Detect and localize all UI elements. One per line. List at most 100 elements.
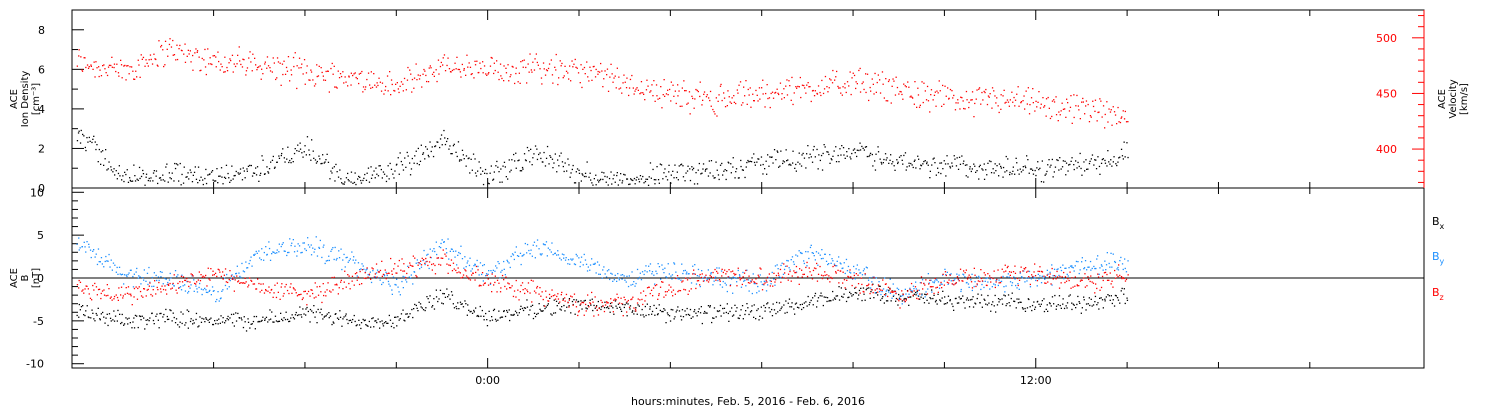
bz-point xyxy=(695,287,697,290)
density-point xyxy=(554,153,556,155)
density-point xyxy=(769,156,771,158)
velocity-point xyxy=(660,86,662,88)
velocity-point xyxy=(938,80,940,82)
velocity-point xyxy=(473,77,475,79)
bx-point xyxy=(952,305,954,308)
bz-point xyxy=(175,289,177,291)
bx-point xyxy=(814,292,817,295)
bz-point xyxy=(613,299,615,301)
velocity-point xyxy=(93,61,95,63)
by-point xyxy=(620,274,622,276)
by-point xyxy=(963,274,965,276)
bz-point xyxy=(199,280,202,282)
velocity-point xyxy=(302,73,304,75)
bz-point xyxy=(279,298,281,300)
bz-point xyxy=(970,281,973,283)
by-point xyxy=(725,284,727,286)
density-point xyxy=(508,159,510,161)
density-point xyxy=(558,165,560,167)
bx-point xyxy=(1004,295,1006,297)
bz-point xyxy=(434,273,437,275)
velocity-point xyxy=(296,65,298,67)
bx-point xyxy=(155,315,157,317)
velocity-point xyxy=(871,78,873,80)
by-point xyxy=(1062,264,1064,266)
bz-point xyxy=(368,273,371,275)
bz-point xyxy=(916,297,918,300)
bz-point xyxy=(507,282,509,284)
by-point xyxy=(1086,269,1088,271)
velocity-point xyxy=(619,87,622,89)
density-point xyxy=(1024,165,1026,167)
bz-point xyxy=(367,276,369,278)
by-point xyxy=(1119,260,1121,262)
by-point xyxy=(488,270,490,272)
bz-point xyxy=(548,300,550,302)
velocity-point xyxy=(446,64,448,67)
velocity-point xyxy=(612,81,614,83)
bx-point xyxy=(192,319,194,322)
velocity-point xyxy=(592,66,594,68)
density-point xyxy=(1100,162,1103,164)
bz-point xyxy=(138,286,140,288)
by-point xyxy=(821,249,823,251)
bx-point xyxy=(604,301,606,303)
by-point xyxy=(998,279,1000,281)
density-point xyxy=(114,174,116,176)
velocity-point xyxy=(618,76,620,78)
bz-point xyxy=(550,295,553,298)
bz-point xyxy=(562,299,564,301)
density-point xyxy=(386,175,388,177)
velocity-point xyxy=(1087,103,1089,106)
velocity-point xyxy=(613,77,615,79)
bz-point xyxy=(181,281,184,283)
bz-point xyxy=(949,274,951,276)
density-point xyxy=(709,172,711,174)
bz-point xyxy=(371,267,373,269)
bz-point xyxy=(311,289,313,291)
bx-point xyxy=(651,313,653,315)
bx-point xyxy=(450,291,453,293)
by-point xyxy=(987,281,989,283)
by-point xyxy=(184,290,187,292)
velocity-point xyxy=(1012,101,1014,103)
bz-point xyxy=(873,276,875,279)
density-point xyxy=(360,182,363,184)
by-point xyxy=(1079,269,1081,271)
by-point xyxy=(591,258,593,260)
density-point xyxy=(686,170,689,172)
density-point xyxy=(302,156,304,158)
density-point xyxy=(529,161,531,163)
by-point xyxy=(603,266,605,268)
bx-point xyxy=(480,315,482,317)
density-point xyxy=(604,175,606,178)
density-point xyxy=(940,162,943,164)
by-point xyxy=(137,277,139,279)
by-point xyxy=(896,287,898,289)
by-point xyxy=(693,273,695,275)
bx-point xyxy=(838,286,840,288)
bz-point xyxy=(834,264,836,267)
density-point xyxy=(868,155,870,158)
velocity-point xyxy=(826,86,828,88)
bx-point xyxy=(243,316,245,318)
bz-point xyxy=(532,280,534,282)
by-point xyxy=(316,255,319,257)
by-point xyxy=(369,271,371,273)
bz-point xyxy=(1016,277,1019,280)
bz-point xyxy=(162,288,165,291)
by-point xyxy=(678,278,680,280)
bz-point xyxy=(437,257,439,259)
velocity-point xyxy=(574,58,576,61)
by-point xyxy=(540,254,542,256)
bz-point xyxy=(201,276,203,278)
by-point xyxy=(372,270,374,272)
bz-point xyxy=(813,267,816,269)
bx-point xyxy=(379,327,381,329)
by-point xyxy=(738,274,741,276)
by-point xyxy=(712,284,714,286)
bx-point xyxy=(790,306,793,308)
density-point xyxy=(299,148,302,150)
bz-point xyxy=(689,277,691,279)
velocity-point xyxy=(935,105,937,107)
